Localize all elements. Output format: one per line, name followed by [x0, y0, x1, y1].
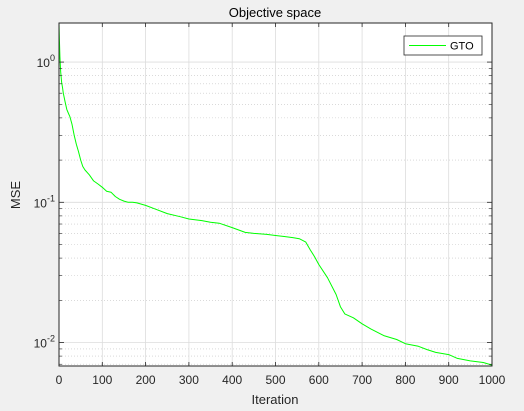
y-tick-base: 10	[34, 337, 48, 351]
ticks: 0 100 200 300 400 500 600 700 800 900 100010-210-1…	[34, 23, 506, 387]
y-tick-label: 100	[37, 53, 55, 70]
legend-label: GTO	[450, 41, 474, 53]
y-tick-label: 10-1	[34, 193, 55, 210]
x-tick-label: 100	[92, 373, 112, 387]
x-tick-label: 900	[439, 373, 459, 387]
y-tick-base: 10	[37, 56, 51, 70]
x-axis-label: Iteration	[252, 392, 299, 407]
x-tick-label: 500	[265, 373, 285, 387]
x-tick-label: 600	[309, 373, 329, 387]
x-tick-label: 0	[56, 373, 63, 387]
y-tick-exponent: -2	[47, 334, 55, 344]
y-tick-label: 10-2	[34, 334, 55, 351]
legend: GTO	[403, 35, 483, 56]
y-tick-exponent: 0	[50, 53, 55, 63]
x-tick-label: 1000	[479, 373, 506, 387]
x-tick-label: 700	[352, 373, 372, 387]
chart-title: Objective space	[229, 5, 322, 20]
x-tick-label: 300	[179, 373, 199, 387]
x-tick-label: 400	[222, 373, 242, 387]
y-axis-label: MSE	[8, 181, 23, 210]
series-line-gto	[58, 22, 493, 366]
y-tick-exponent: -1	[47, 193, 55, 203]
x-tick-label: 800	[395, 373, 415, 387]
x-tick-label: 200	[136, 373, 156, 387]
y-tick-base: 10	[34, 196, 48, 210]
